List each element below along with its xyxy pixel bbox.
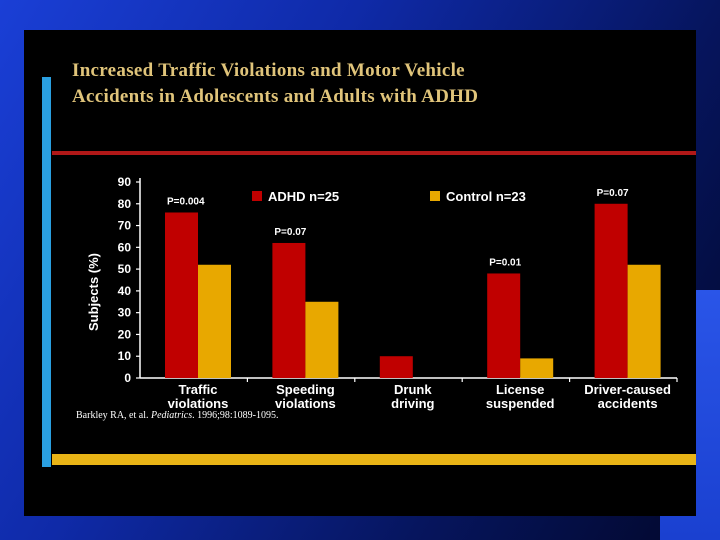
chart-bars — [165, 203, 661, 378]
y-tick-label: 10 — [118, 349, 132, 363]
title-line-1: Increased Traffic Violations and Motor V… — [72, 60, 465, 81]
y-tick-label: 30 — [118, 306, 132, 320]
y-tick-label: 20 — [118, 327, 132, 341]
bar-control — [198, 264, 231, 378]
citation-suffix: . 1996;98:1089-1095. — [192, 410, 279, 421]
title-underline-rule — [52, 151, 696, 155]
category-label: suspended — [486, 396, 555, 411]
category-label: violations — [275, 396, 336, 411]
p-value-label: P=0.07 — [274, 227, 306, 238]
bar-adhd — [165, 212, 198, 378]
category-label: Drunk — [394, 382, 432, 397]
left-accent-bar — [42, 77, 51, 467]
category-label: driving — [391, 396, 434, 411]
legend-label: Control n=23 — [446, 189, 526, 204]
category-label: Driver-caused — [584, 382, 671, 397]
bar-control — [520, 358, 554, 378]
legend-swatch-adhd — [252, 191, 262, 201]
y-axis-label: Subjects (%) — [86, 253, 101, 331]
slide-canvas — [24, 30, 696, 516]
legend-swatch-control — [430, 191, 440, 201]
p-value-label: P=0.01 — [489, 257, 521, 268]
legend-label: ADHD n=25 — [268, 189, 339, 204]
chart-labels: TrafficviolationsP=0.004Speedingviolatio… — [167, 188, 671, 411]
category-label: Speeding — [276, 382, 335, 397]
bar-control — [305, 301, 339, 378]
y-tick-label: 50 — [118, 262, 132, 276]
title-line-2: Accidents in Adolescents and Adults with… — [72, 86, 479, 107]
slide-title: Increased Traffic Violations and Motor V… — [72, 58, 662, 110]
bar-control — [627, 264, 661, 378]
category-label: violations — [168, 396, 229, 411]
bar-adhd — [594, 203, 628, 378]
citation: Barkley RA, et al. Pediatrics. 1996;98:1… — [76, 410, 278, 421]
y-tick-label: 90 — [118, 175, 132, 189]
bar-adhd — [272, 242, 306, 378]
y-tick-label: 0 — [124, 371, 131, 385]
bar-adhd — [379, 356, 413, 378]
y-tick-label: 60 — [118, 240, 132, 254]
citation-prefix: Barkley RA, et al. — [76, 410, 151, 421]
category-label: Traffic — [178, 382, 217, 397]
p-value-label: P=0.004 — [167, 196, 205, 207]
bar-adhd — [487, 273, 521, 378]
p-value-label: P=0.07 — [597, 188, 629, 199]
y-tick-label: 80 — [118, 197, 132, 211]
y-tick-label: 70 — [118, 219, 132, 233]
category-label: accidents — [598, 396, 658, 411]
chart-legend: ADHD n=25 Control n=23 — [252, 189, 526, 204]
category-label: License — [496, 382, 544, 397]
y-tick-label: 40 — [118, 284, 132, 298]
footer-gold-rule — [52, 454, 696, 465]
citation-journal: Pediatrics — [150, 410, 193, 421]
